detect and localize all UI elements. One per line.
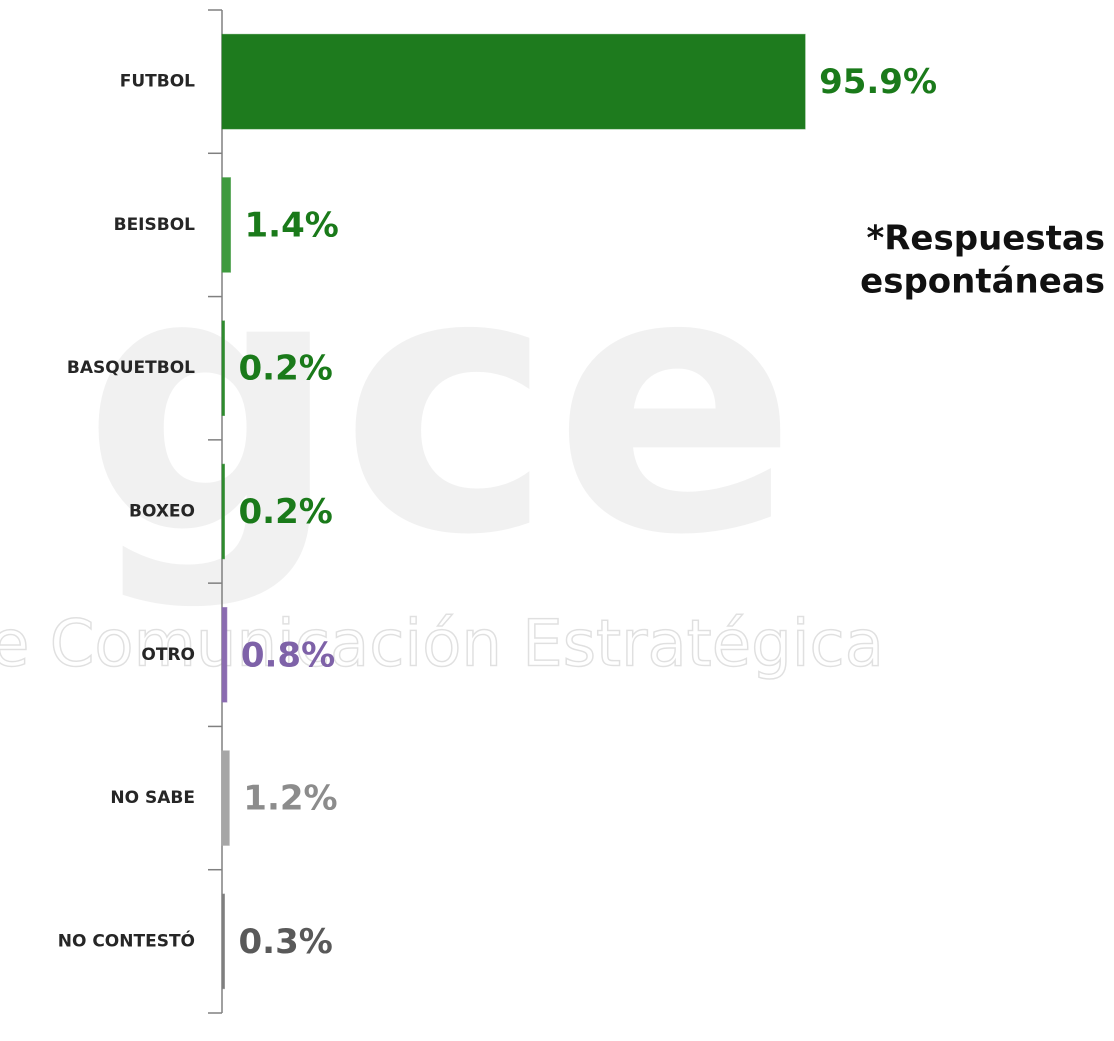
bar xyxy=(221,607,228,703)
watermark-text: e Comunicación Estratégica xyxy=(0,608,884,682)
category-label: NO CONTESTÓ xyxy=(58,929,195,951)
category-label: BOXEO xyxy=(129,502,195,522)
bar xyxy=(221,750,230,846)
watermark-logo: gce xyxy=(82,194,797,613)
bar xyxy=(221,177,232,273)
bar xyxy=(221,320,225,416)
bar xyxy=(221,463,225,560)
bar xyxy=(221,33,806,130)
category-label: OTRO xyxy=(141,645,195,665)
annotation: *Respuestas xyxy=(866,219,1105,259)
annotation: espontáneas xyxy=(860,262,1105,302)
value-label: 95.9% xyxy=(819,62,937,102)
category-label: FUTBOL xyxy=(120,72,195,92)
bar xyxy=(221,893,225,990)
category-label: BEISBOL xyxy=(114,215,196,235)
value-label: 0.2% xyxy=(239,349,333,389)
value-label: 0.8% xyxy=(241,635,335,675)
value-label: 0.2% xyxy=(239,492,333,532)
value-label: 1.4% xyxy=(245,205,339,245)
value-label: 0.3% xyxy=(239,922,333,962)
category-label: BASQUETBOL xyxy=(67,358,195,378)
category-label: NO SABE xyxy=(110,788,195,808)
value-label: 1.2% xyxy=(243,779,337,819)
